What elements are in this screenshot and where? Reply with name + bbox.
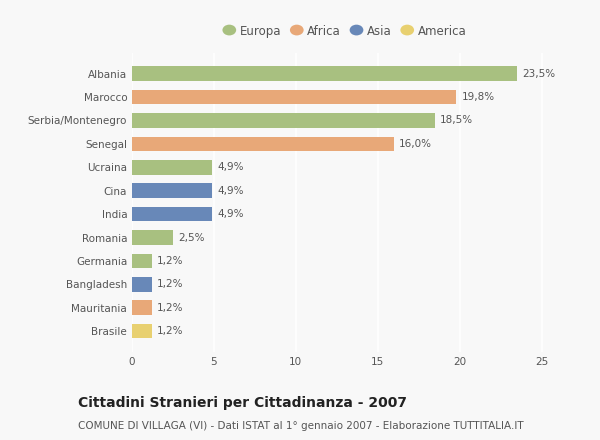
Legend: Europa, Africa, Asia, America: Europa, Africa, Asia, America — [218, 20, 472, 42]
Text: 1,2%: 1,2% — [157, 326, 183, 336]
Text: 19,8%: 19,8% — [461, 92, 494, 102]
Text: 4,9%: 4,9% — [217, 209, 244, 219]
Text: 16,0%: 16,0% — [399, 139, 432, 149]
Text: Cittadini Stranieri per Cittadinanza - 2007: Cittadini Stranieri per Cittadinanza - 2… — [78, 396, 407, 410]
Bar — [132, 90, 457, 104]
Text: 4,9%: 4,9% — [217, 186, 244, 196]
Bar — [132, 301, 152, 315]
Bar — [132, 183, 212, 198]
Text: 18,5%: 18,5% — [440, 115, 473, 125]
Bar — [132, 324, 152, 338]
Text: 2,5%: 2,5% — [178, 232, 205, 242]
Bar — [132, 160, 212, 175]
Bar — [132, 230, 173, 245]
Text: 1,2%: 1,2% — [157, 279, 183, 290]
Bar — [132, 277, 152, 292]
Text: 4,9%: 4,9% — [217, 162, 244, 172]
Bar — [132, 113, 435, 128]
Text: 1,2%: 1,2% — [157, 256, 183, 266]
Bar — [132, 207, 212, 221]
Text: 1,2%: 1,2% — [157, 303, 183, 313]
Bar — [132, 254, 152, 268]
Bar — [132, 137, 394, 151]
Text: 23,5%: 23,5% — [522, 69, 555, 79]
Bar — [132, 66, 517, 81]
Text: COMUNE DI VILLAGA (VI) - Dati ISTAT al 1° gennaio 2007 - Elaborazione TUTTITALIA: COMUNE DI VILLAGA (VI) - Dati ISTAT al 1… — [78, 421, 524, 431]
